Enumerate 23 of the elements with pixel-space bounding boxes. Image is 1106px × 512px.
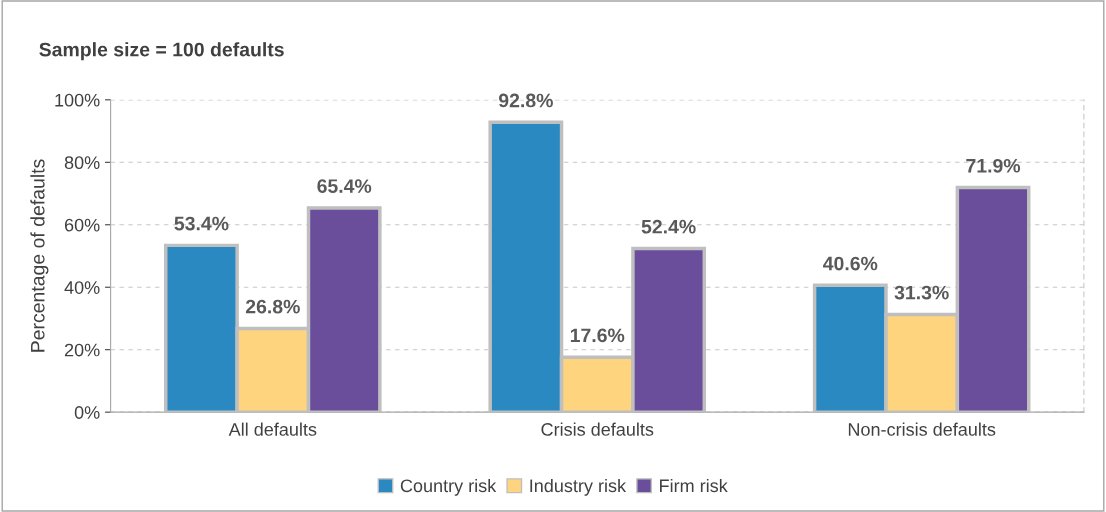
data-label: 92.8% <box>498 93 553 108</box>
y-tick-label: 0% <box>74 406 100 419</box>
data-label: 26.8% <box>245 299 300 314</box>
data-label: 53.4% <box>174 216 229 231</box>
chart-title: Sample size = 100 defaults <box>39 42 284 61</box>
data-label: 52.4% <box>641 219 696 234</box>
legend-label: Country risk <box>400 478 497 496</box>
legend-label: Industry risk <box>530 478 627 496</box>
data-label: 65.4% <box>317 179 372 193</box>
x-tick-label: Non-crisis defaults <box>848 422 996 436</box>
data-label: 40.6% <box>823 256 878 271</box>
data-label: 17.6% <box>570 328 625 343</box>
data-label: 71.9% <box>966 158 1021 173</box>
y-tick-label: 40% <box>64 281 100 294</box>
data-label: 31.3% <box>894 285 949 300</box>
x-tick-label: Crisis defaults <box>541 422 654 436</box>
x-tick-label: All defaults <box>228 422 317 436</box>
legend-label: Firm risk <box>660 478 728 493</box>
y-axis-title: Percentage of defaults <box>30 159 49 352</box>
y-tick-label: 20% <box>64 343 100 357</box>
y-tick-label: 100% <box>55 93 100 107</box>
y-tick-label: 80% <box>64 156 100 170</box>
y-tick-label: 60% <box>64 218 100 232</box>
